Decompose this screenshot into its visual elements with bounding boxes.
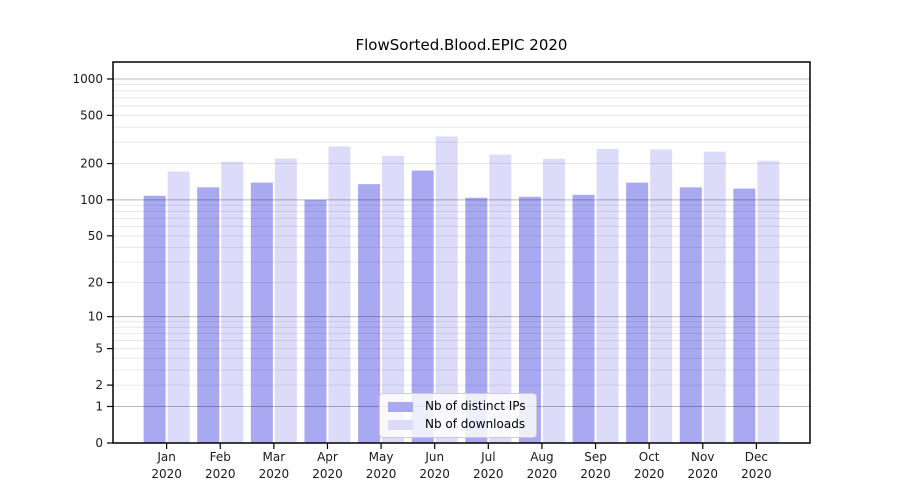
bar-ips-feb [197,187,220,443]
bar-ips-nov [679,187,702,443]
x-tick-label-month: Jan [156,450,176,464]
x-tick-label-year: 2020 [473,467,504,481]
y-tick-label: 1000 [72,72,103,86]
bar-downloads-may [382,155,405,443]
bar-downloads-jun [435,136,458,444]
y-tick-label: 500 [80,108,103,122]
y-tick-label: 50 [88,229,103,243]
bar-downloads-apr [328,146,351,443]
bar-downloads-sep [596,148,619,443]
bar-ips-aug [518,196,541,443]
y-tick-label: 0 [95,436,103,450]
bar-ips-jan [143,195,166,443]
y-tick-label: 10 [88,310,103,324]
x-tick-label-month: Mar [263,450,286,464]
bar-downloads-aug [542,158,565,443]
legend-label-distinct-ips: Nb of distinct IPs [425,399,526,413]
legend-swatch-downloads [388,419,413,430]
bar-ips-sep [572,194,595,443]
x-tick-label-month: Feb [210,450,231,464]
x-tick-label-year: 2020 [259,467,290,481]
x-tick-label-month: May [369,450,394,464]
legend-label-downloads: Nb of downloads [425,417,526,432]
x-tick-label-month: Nov [691,450,714,464]
bar-ips-mar [250,182,273,443]
x-tick-label-year: 2020 [205,467,236,481]
x-tick-label-year: 2020 [312,467,343,481]
bar-downloads-mar [274,158,297,443]
bar-ips-jul [465,197,488,443]
legend: Nb of distinct IPs Nb of downloads [379,393,537,439]
x-tick-label-month: Dec [745,450,768,464]
bar-downloads-oct [650,149,673,443]
bar-downloads-jan [167,171,190,444]
y-tick-label: 100 [80,193,103,207]
legend-swatch-distinct-ips [388,401,413,412]
x-tick-label-year: 2020 [151,467,182,481]
y-tick-label: 2 [95,378,103,392]
x-tick-label-month: Sep [584,450,607,464]
x-tick-label-month: Apr [317,450,338,464]
bar-ips-dec [733,188,756,443]
chart-title: FlowSorted.Blood.EPIC 2020 [355,36,568,54]
bar-ips-may [358,184,381,443]
bar-ips-oct [626,182,649,443]
bar-ips-apr [304,199,327,443]
bar-downloads-jul [489,154,512,443]
x-tick-label-month: Jul [480,450,495,464]
x-tick-label-month: Oct [639,450,660,464]
legend-row-downloads: Nb of downloads [388,417,526,432]
x-tick-label-year: 2020 [687,467,718,481]
bar-downloads-feb [221,161,244,444]
x-tick-label-year: 2020 [741,467,772,481]
legend-row-distinct-ips: Nb of distinct IPs [388,399,526,413]
bar-downloads-dec [757,160,780,443]
y-tick-label: 5 [95,342,103,356]
y-tick-label: 1 [95,399,103,413]
x-tick-label-year: 2020 [419,467,450,481]
x-tick-label-year: 2020 [580,467,611,481]
x-tick-label-year: 2020 [527,467,558,481]
y-tick-label: 200 [80,157,103,171]
x-tick-label-year: 2020 [634,467,665,481]
x-tick-label-year: 2020 [366,467,397,481]
x-tick-label-month: Aug [530,450,553,464]
plot-frame [112,61,811,444]
bar-ips-jun [411,170,434,443]
x-tick-label-month: Jun [424,450,444,464]
y-tick-label: 20 [88,276,103,290]
bar-downloads-nov [703,151,726,443]
